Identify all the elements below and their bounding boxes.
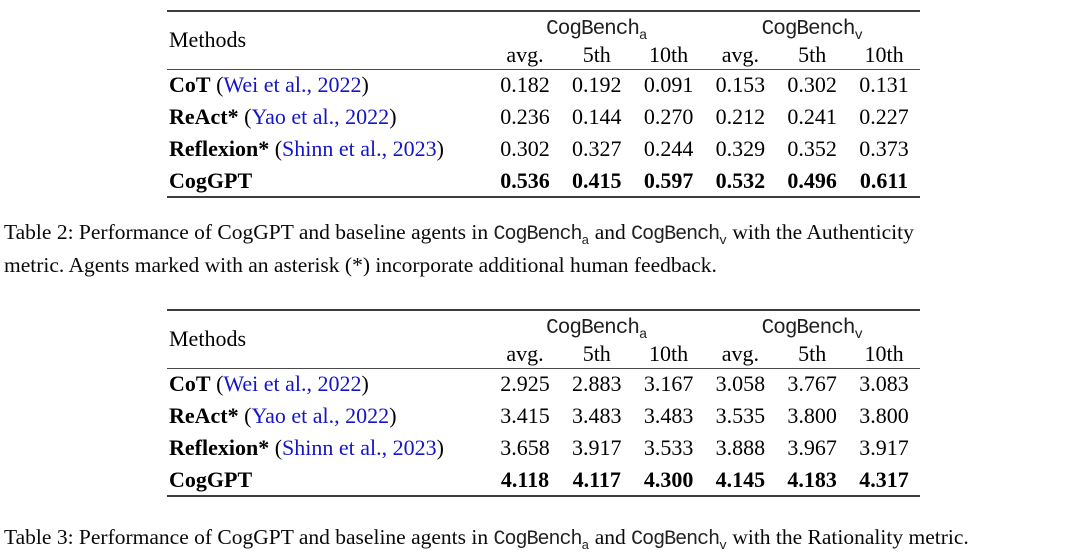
table-row-coggpt: CogGPT 0.536 0.415 0.597 0.532 0.496 0.6… — [167, 165, 920, 197]
method-name: Reflexion* — [169, 136, 270, 161]
table-row-reflexion: Reflexion* (Shinn et al., 2023) 3.658 3.… — [167, 432, 920, 464]
value-cell: 4.118 — [500, 466, 550, 492]
value-cell: 0.611 — [859, 167, 909, 193]
value-cell: 0.373 — [859, 136, 909, 161]
citation-link[interactable]: Shinn et al., 2023 — [282, 136, 437, 161]
value-cell: 0.597 — [643, 167, 694, 193]
value-cell: 0.227 — [859, 104, 909, 129]
value-cell: 0.532 — [715, 167, 766, 193]
value-cell: 0.327 — [572, 136, 622, 161]
citation-link[interactable]: Yao et al., 2022 — [251, 104, 390, 129]
value-cell: 2.883 — [572, 371, 622, 397]
value-cell: 3.800 — [787, 403, 837, 428]
rationality-results-table: Methods CogBencha CogBenchv avg. 5th 10t… — [167, 309, 920, 497]
value-cell: 0.244 — [643, 136, 694, 161]
method-name: ReAct* — [169, 104, 239, 129]
col-header-10th-a: 10th — [649, 341, 689, 367]
table-row-react: ReAct* (Yao et al., 2022) 0.236 0.144 0.… — [167, 101, 920, 133]
method-name: CogGPT — [169, 466, 253, 492]
col-header-avg-a: avg. — [506, 341, 544, 367]
group-header-cogbench-v: CogBenchv — [761, 316, 863, 343]
value-cell: 3.658 — [500, 435, 550, 460]
group-header-cogbench-a: CogBencha — [546, 17, 648, 44]
citation-link[interactable]: Yao et al., 2022 — [251, 403, 390, 428]
value-cell: 3.083 — [859, 371, 909, 397]
col-header-10th-v: 10th — [864, 42, 904, 68]
value-cell: 0.144 — [572, 104, 622, 129]
value-cell: 4.317 — [859, 466, 909, 492]
value-cell: 0.536 — [500, 167, 550, 193]
value-cell: 3.888 — [715, 435, 766, 460]
value-cell: 0.352 — [787, 136, 837, 161]
value-cell: 3.483 — [643, 403, 694, 428]
value-cell: 0.212 — [715, 104, 766, 129]
methods-column-header: Methods — [169, 326, 246, 352]
table-row-react: ReAct* (Yao et al., 2022) 3.415 3.483 3.… — [167, 400, 920, 432]
citation-link[interactable]: Wei et al., 2022 — [223, 371, 362, 397]
value-cell: 3.917 — [572, 435, 622, 460]
authenticity-results-table-container: Methods CogBencha CogBenchv avg. 5th 10t… — [167, 10, 920, 198]
col-header-avg-v: avg. — [721, 42, 760, 68]
value-cell: 4.117 — [572, 466, 621, 492]
rationality-results-table-container: Methods CogBencha CogBenchv avg. 5th 10t… — [167, 309, 920, 497]
value-cell: 0.270 — [643, 104, 694, 129]
col-header-5th-a: 5th — [582, 42, 611, 68]
value-cell: 3.533 — [643, 435, 694, 460]
group-header-cogbench-a: CogBencha — [546, 316, 648, 343]
col-header-avg-a: avg. — [506, 42, 544, 68]
value-cell: 4.145 — [715, 466, 766, 492]
value-cell: 3.917 — [859, 435, 909, 460]
value-cell: 3.058 — [715, 371, 766, 397]
value-cell: 3.415 — [500, 403, 550, 428]
authenticity-results-table: Methods CogBencha CogBenchv avg. 5th 10t… — [167, 10, 920, 198]
col-header-10th-a: 10th — [649, 42, 689, 68]
col-header-10th-v: 10th — [864, 341, 904, 367]
value-cell: 0.182 — [500, 72, 550, 98]
citation-link[interactable]: Shinn et al., 2023 — [282, 435, 437, 460]
table-row-reflexion: Reflexion* (Shinn et al., 2023) 0.302 0.… — [167, 133, 920, 165]
group-header-cogbench-v: CogBenchv — [761, 17, 863, 44]
value-cell: 0.153 — [715, 72, 766, 98]
value-cell: 0.241 — [787, 104, 837, 129]
value-cell: 4.183 — [787, 466, 837, 492]
value-cell: 0.329 — [715, 136, 766, 161]
col-header-5th-a: 5th — [582, 341, 611, 367]
method-name: Reflexion* — [169, 435, 270, 460]
table-row-cot: CoT (Wei et al., 2022) 2.925 2.883 3.167… — [167, 368, 920, 400]
value-cell: 0.302 — [787, 72, 837, 98]
table-row-cot: CoT (Wei et al., 2022) 0.182 0.192 0.091… — [167, 69, 920, 101]
table2-caption: Table 2: Performance of CogGPT and basel… — [4, 220, 914, 277]
col-header-5th-v: 5th — [798, 42, 827, 68]
col-header-5th-v: 5th — [798, 341, 827, 367]
value-cell: 0.091 — [643, 72, 694, 98]
col-header-avg-v: avg. — [721, 341, 760, 367]
method-name: CoT — [169, 371, 211, 397]
value-cell: 3.167 — [643, 371, 694, 397]
value-cell: 3.767 — [787, 371, 837, 397]
citation-link[interactable]: Wei et al., 2022 — [223, 72, 362, 98]
method-name: CogGPT — [169, 167, 253, 193]
value-cell: 2.925 — [500, 371, 550, 397]
method-name: CoT — [169, 72, 211, 98]
value-cell: 3.483 — [572, 403, 622, 428]
value-cell: 0.496 — [787, 167, 837, 193]
value-cell: 0.236 — [500, 104, 550, 129]
value-cell: 4.300 — [643, 466, 694, 492]
method-name: ReAct* — [169, 403, 239, 428]
value-cell: 0.131 — [859, 72, 909, 98]
value-cell: 0.302 — [500, 136, 550, 161]
value-cell: 3.800 — [859, 403, 909, 428]
value-cell: 3.967 — [787, 435, 837, 460]
value-cell: 0.192 — [572, 72, 622, 98]
value-cell: 0.415 — [572, 167, 622, 193]
table-row-coggpt: CogGPT 4.118 4.117 4.300 4.145 4.183 4.3… — [167, 464, 920, 496]
methods-column-header: Methods — [169, 27, 246, 53]
table3-caption: Table 3: Performance of CogGPT and basel… — [4, 525, 969, 553]
value-cell: 3.535 — [715, 403, 766, 428]
